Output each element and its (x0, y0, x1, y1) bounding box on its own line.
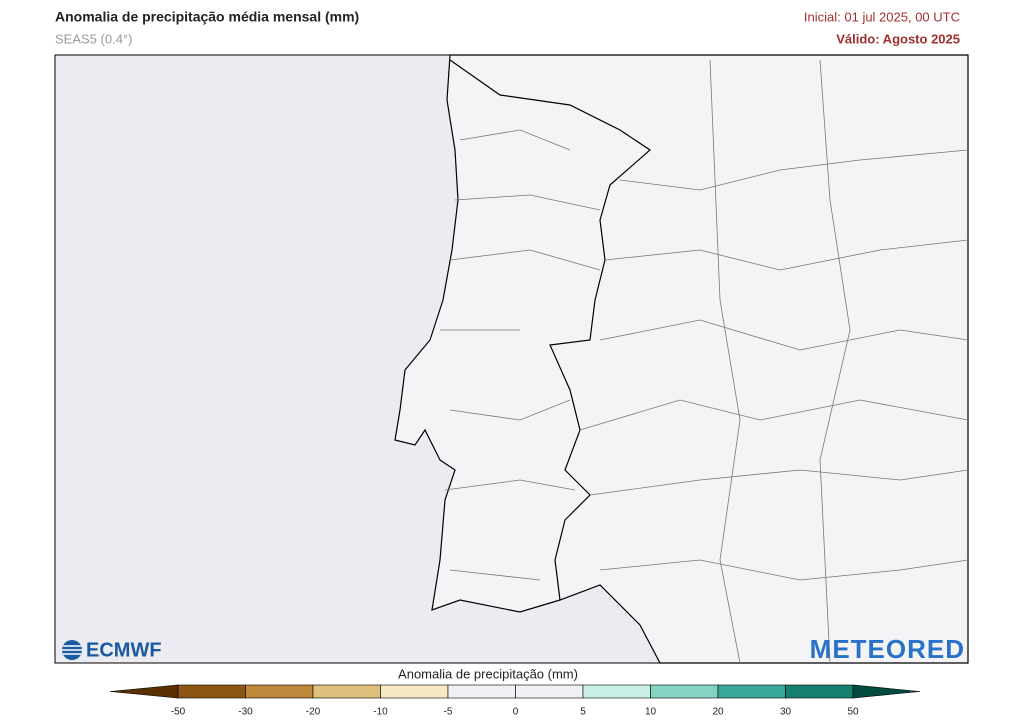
colorbar-extend-low (109, 684, 179, 699)
border (449, 59, 651, 601)
logo-right: METEORED (810, 634, 965, 664)
colorbar-extend-high (852, 684, 921, 699)
colorbar-tick-label: 0 (513, 707, 519, 718)
colorbar-segment (245, 684, 314, 699)
colorbar-segment (312, 684, 381, 699)
colorbar-tick-label: 20 (712, 707, 724, 718)
colorbar-segment (177, 684, 246, 699)
colorbar-tick-label: -20 (306, 707, 321, 718)
colorbar-segment (515, 684, 584, 699)
colorbar-tick-label: -10 (373, 707, 388, 718)
colorbar-label: Anomalia de precipitação (mm) (398, 666, 578, 681)
colorbar-segment (380, 684, 449, 699)
colorbar-segment (447, 684, 516, 699)
land (394, 54, 969, 664)
colorbar-segment (785, 684, 854, 699)
colorbar-tick-label: -5 (444, 707, 453, 718)
title: Anomalia de precipitação média mensal (m… (55, 9, 359, 25)
initial-date: Inicial: 01 jul 2025, 00 UTC (804, 9, 960, 24)
colorbar-tick-label: -30 (238, 707, 253, 718)
colorbar-segment (717, 684, 786, 699)
colorbar-segment (582, 684, 651, 699)
colorbar-tick-label: 10 (645, 707, 657, 718)
colorbar-tick-label: -50 (171, 707, 186, 718)
colorbar: -50 -30 -20 -10 -5 0 5 10 20 30 50 (109, 684, 921, 718)
colorbar-tick-label: 5 (580, 707, 586, 718)
colorbar-segment (650, 684, 719, 699)
ecmwf-logo: ECMWF (62, 639, 162, 661)
colorbar-tick-label: 50 (847, 707, 859, 718)
regions (440, 59, 969, 664)
logo-left: ECMWF (86, 639, 162, 661)
valid-date: Válido: Agosto 2025 (836, 31, 960, 46)
subtitle: SEAS5 (0.4°) (55, 31, 132, 46)
map (54, 54, 969, 664)
colorbar-tick-label: 30 (780, 707, 792, 718)
